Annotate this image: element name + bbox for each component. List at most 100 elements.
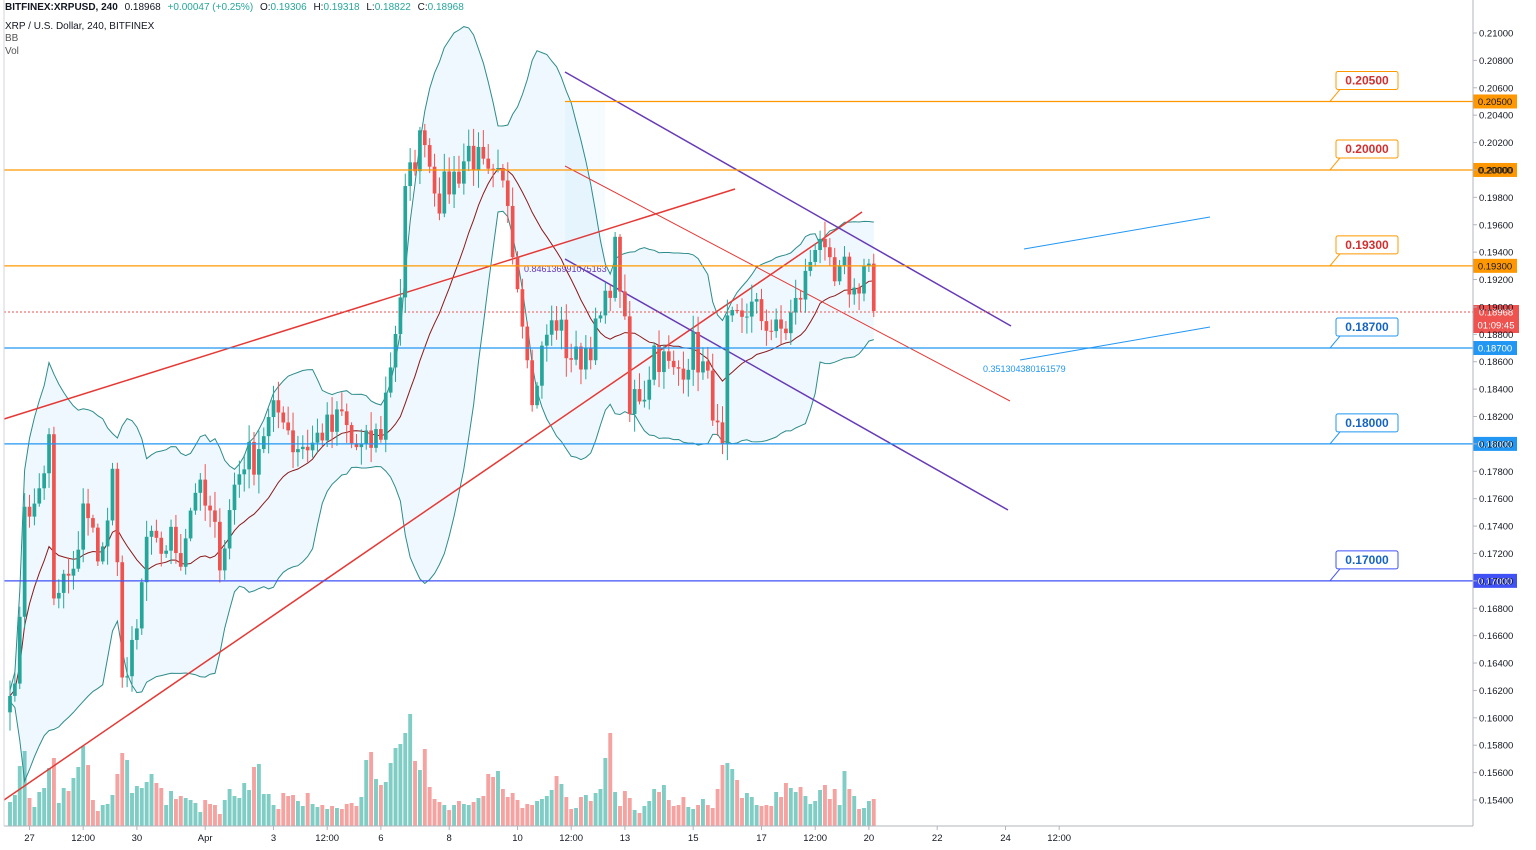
candle-body — [393, 333, 398, 368]
volume-bar — [359, 797, 364, 826]
candle-body — [501, 168, 505, 181]
price-axis[interactable]: 0.21000 0.20800 0.20600 0.20400 0.20200 0.200… — [1472, 0, 1513, 826]
candle-body — [471, 145, 476, 171]
x-tick-label: 22 — [932, 833, 943, 844]
candle-body — [740, 310, 744, 317]
candle-body — [627, 316, 632, 414]
candle-body — [857, 287, 861, 294]
x-tick-label: 17 — [756, 833, 767, 844]
y-tick-label: 0.21000 — [1479, 29, 1513, 40]
y-tick-label: 0.19400 — [1479, 248, 1513, 259]
x-tick-label: 10 — [512, 833, 523, 844]
candle-body — [701, 361, 705, 373]
candle-body — [569, 358, 574, 360]
y-tick-label: 0.17800 — [1479, 467, 1513, 478]
volume-bar — [115, 774, 120, 826]
candle-body — [100, 546, 105, 562]
candle-body — [364, 430, 369, 444]
candle-body — [544, 334, 549, 346]
callout-text: 0.20500 — [1345, 73, 1389, 87]
volume-bar — [569, 809, 574, 826]
candle-body — [252, 441, 256, 475]
channel-lower — [564, 258, 1009, 511]
callout-box — [1335, 413, 1399, 433]
candle-body — [66, 573, 71, 576]
candle-body — [832, 257, 837, 282]
volume-bar — [369, 752, 374, 826]
current-price-value: 0.18968 — [1479, 308, 1513, 319]
volume-bar — [715, 789, 720, 826]
volume-bar — [637, 813, 642, 826]
volume-bar — [388, 763, 393, 826]
candle-body — [95, 527, 100, 562]
volume-bar — [432, 799, 437, 826]
x-tick-label: 3 — [271, 833, 276, 844]
candle-body — [774, 319, 779, 332]
trend-line-lower — [3, 211, 863, 801]
volume-bar — [481, 796, 486, 826]
volume-bar — [252, 767, 256, 826]
candle-body — [647, 379, 652, 400]
indicator-vol-label[interactable]: Vol — [5, 45, 19, 57]
candle-body — [42, 473, 47, 489]
candle-body — [296, 449, 300, 453]
volume-bar — [847, 789, 852, 826]
y-tick-label: 0.17200 — [1479, 549, 1513, 560]
volume-bar — [66, 791, 71, 826]
volume-bar — [808, 804, 813, 826]
candle-body — [135, 628, 139, 640]
volume-bar — [325, 809, 330, 826]
indicator-bb-label[interactable]: BB — [5, 33, 19, 44]
volume-bar — [47, 768, 51, 826]
candle-body — [120, 562, 125, 678]
symbol-label[interactable]: BITFINEX:XRPUSD, 240 — [5, 2, 118, 13]
candle-body — [32, 503, 37, 517]
volume-bar — [827, 799, 832, 826]
candle-body — [154, 530, 159, 538]
candle-body — [22, 506, 27, 617]
volume-bar — [705, 805, 710, 826]
candle-body — [422, 130, 427, 146]
candle-body — [579, 346, 583, 370]
time-axis[interactable]: 27 12:00 30 Apr 3 12:00 6 8 10 12:00 13 15 17 12:00 20… — [3, 0, 1473, 844]
candle-body — [642, 399, 647, 402]
fib-label-a: 0.846136991075163 — [524, 264, 607, 274]
candle-body — [47, 434, 51, 474]
candle-body — [452, 171, 456, 195]
y-tick-label: 0.16400 — [1479, 659, 1513, 670]
candle-body — [583, 348, 588, 370]
candle-body — [754, 299, 759, 302]
candle-body — [637, 389, 642, 402]
candle-series — [8, 123, 876, 731]
candle-body — [193, 492, 198, 511]
volume-bar — [666, 800, 671, 826]
candle-body — [178, 553, 183, 567]
candle-body — [764, 321, 769, 331]
volume-bar — [735, 780, 740, 826]
candle-body — [271, 400, 276, 418]
volume-bar — [603, 758, 608, 826]
candle-body — [222, 548, 227, 571]
candle-body — [618, 236, 622, 292]
volume-bar — [178, 796, 183, 826]
volume-bar — [8, 802, 12, 826]
close-label: C: — [417, 2, 428, 13]
callout-leader — [1329, 568, 1341, 582]
callout-box — [1335, 70, 1399, 90]
candle-body — [349, 425, 354, 444]
candle-body — [593, 318, 598, 361]
candle-body — [686, 369, 691, 380]
open-label: O: — [259, 2, 271, 13]
volume-bar — [686, 807, 691, 826]
volume-bar — [100, 805, 105, 826]
candle-body — [510, 205, 515, 258]
y-tick-label: 0.18200 — [1479, 412, 1513, 423]
volume-bar — [17, 766, 22, 826]
candle-body — [725, 315, 730, 444]
volume-bar — [520, 808, 525, 826]
candle-body — [291, 430, 295, 453]
candle-body — [476, 146, 481, 171]
volume-bar — [701, 799, 705, 826]
y-tick-label: 0.15800 — [1479, 741, 1513, 752]
